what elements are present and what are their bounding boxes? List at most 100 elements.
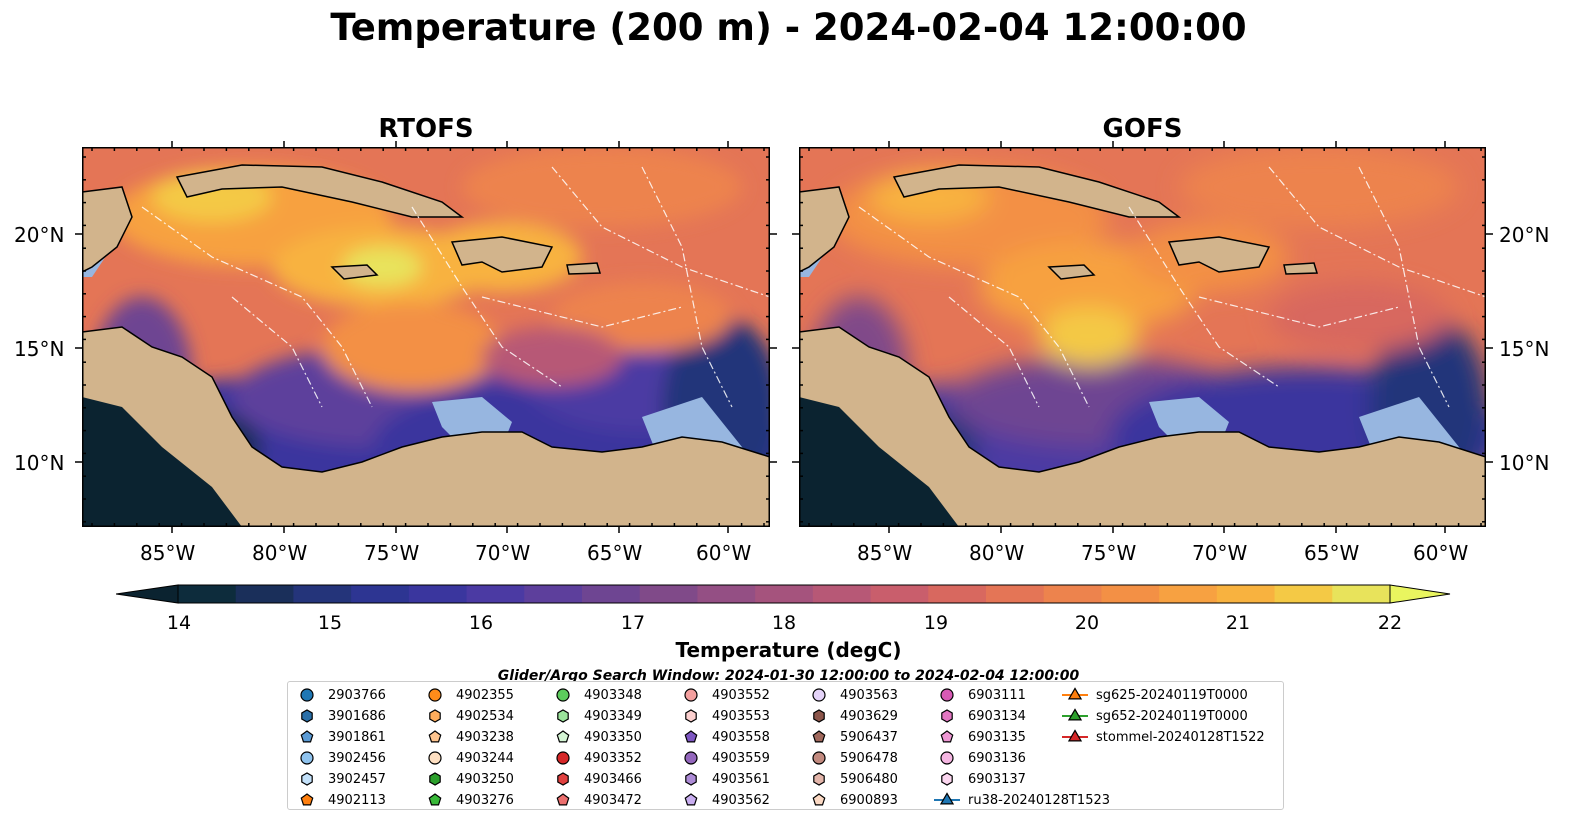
legend-item: 4903561 bbox=[678, 769, 770, 789]
land-hispaniola bbox=[1167, 236, 1271, 273]
legend-label: ru38-20240128T1523 bbox=[968, 792, 1111, 808]
argo-marker-icon bbox=[556, 730, 570, 743]
argo-marker-icon bbox=[940, 688, 954, 702]
legend-item: 6903137 bbox=[934, 769, 1026, 789]
legend-item: 6903136 bbox=[934, 748, 1026, 768]
legend-item: 4903563 bbox=[806, 685, 898, 705]
colorbar-over-arrow bbox=[1389, 584, 1451, 604]
colorbar-segment bbox=[351, 585, 410, 603]
legend-label: 5906478 bbox=[840, 750, 898, 766]
argo-marker-icon bbox=[556, 793, 570, 806]
colorbar-label: Temperature (degC) bbox=[675, 638, 902, 662]
glider-marker-icon bbox=[1062, 729, 1088, 742]
argo-marker-icon bbox=[941, 709, 953, 723]
argo-marker-icon bbox=[812, 730, 826, 743]
legend-label: 4903349 bbox=[584, 708, 642, 724]
argo-marker-icon bbox=[812, 688, 826, 702]
colorbar-segment bbox=[697, 585, 756, 603]
argo-marker-icon bbox=[557, 709, 569, 723]
legend-item: 6903111 bbox=[934, 685, 1026, 705]
map-panel-rtofs bbox=[75, 141, 777, 533]
legend-label: 3901861 bbox=[328, 729, 386, 745]
legend-item: 6903134 bbox=[934, 706, 1026, 726]
colorbar-tick: 21 bbox=[1225, 612, 1251, 634]
glider-marker-icon bbox=[934, 792, 960, 805]
legend-label: 4903552 bbox=[712, 687, 770, 703]
colorbar-segment bbox=[870, 585, 929, 603]
legend: 2903766 3901686 3901861 3902456 3902457 49021… bbox=[287, 681, 1284, 810]
argo-marker-icon bbox=[300, 751, 314, 765]
argo-marker-icon bbox=[684, 793, 698, 806]
lon-label: 80°W bbox=[969, 541, 1025, 565]
land-central-america bbox=[799, 326, 1486, 527]
argo-marker-icon bbox=[813, 709, 825, 723]
colorbar-segment bbox=[812, 585, 872, 603]
colorbar-under-arrow bbox=[116, 584, 179, 604]
colorbar-tick: 14 bbox=[166, 612, 192, 634]
lon-label: 70°W bbox=[475, 541, 531, 565]
legend-item: 4903350 bbox=[550, 727, 642, 747]
lat-label-left: 10°N bbox=[14, 451, 65, 475]
legend-label: 4902534 bbox=[456, 708, 514, 724]
legend-item: 6903135 bbox=[934, 727, 1026, 747]
legend-label: 4903238 bbox=[456, 729, 514, 745]
panel-title-gofs: GOFS bbox=[1102, 114, 1183, 144]
legend-label: 4903276 bbox=[456, 792, 514, 808]
land-jamaica bbox=[330, 264, 379, 280]
legend-label: 6903135 bbox=[968, 729, 1026, 745]
lon-label: 60°W bbox=[696, 541, 752, 565]
legend-item: 4903629 bbox=[806, 706, 898, 726]
argo-marker-icon bbox=[300, 688, 314, 702]
land-yucatan bbox=[82, 186, 133, 273]
argo-marker-icon bbox=[429, 772, 441, 786]
argo-marker-icon bbox=[556, 751, 570, 765]
colorbar-segment bbox=[524, 585, 583, 603]
argo-marker-icon bbox=[940, 730, 954, 743]
argo-marker-icon bbox=[684, 730, 698, 743]
argo-marker-icon bbox=[301, 772, 313, 786]
colorbar-segment bbox=[1216, 585, 1276, 603]
legend-item: 4903244 bbox=[422, 748, 514, 768]
lat-label-left: 15°N bbox=[14, 337, 65, 361]
argo-marker-icon bbox=[428, 793, 442, 806]
legend-label: 4903629 bbox=[840, 708, 898, 724]
legend-item: 5906478 bbox=[806, 748, 898, 768]
colorbar-tick: 22 bbox=[1377, 612, 1403, 634]
colorbar-segment bbox=[1274, 585, 1333, 603]
legend-item: 4903552 bbox=[678, 685, 770, 705]
land-central-america bbox=[82, 326, 770, 527]
legend-item: 2903766 bbox=[294, 685, 386, 705]
legend-item: 4902355 bbox=[422, 685, 514, 705]
glider-marker-icon bbox=[1062, 687, 1088, 700]
legend-item: 4903276 bbox=[422, 790, 514, 810]
legend-label: 5906437 bbox=[840, 729, 898, 745]
legend-item: 4903466 bbox=[550, 769, 642, 789]
argo-marker-icon bbox=[684, 688, 698, 702]
colorbar-tick: 16 bbox=[468, 612, 494, 634]
colorbar-segment bbox=[1043, 585, 1103, 603]
argo-marker-icon bbox=[812, 751, 826, 765]
colorbar-segment bbox=[755, 585, 814, 603]
legend-item: 4902113 bbox=[294, 790, 386, 810]
colorbar-segment bbox=[466, 585, 525, 603]
argo-marker-icon bbox=[813, 772, 825, 786]
figure-title: Temperature (200 m) - 2024-02-04 12:00:0… bbox=[330, 6, 1247, 49]
legend-label: 4903472 bbox=[584, 792, 642, 808]
colorbar-segment bbox=[408, 585, 468, 603]
argo-marker-icon bbox=[941, 772, 953, 786]
argo-marker-icon bbox=[940, 751, 954, 765]
argo-marker-icon bbox=[685, 772, 697, 786]
lat-label-right: 20°N bbox=[1499, 223, 1550, 247]
legend-item: 3901686 bbox=[294, 706, 386, 726]
lat-label-right: 15°N bbox=[1499, 337, 1550, 361]
legend-item: ru38-20240128T1523 bbox=[934, 790, 1110, 810]
lon-label: 85°W bbox=[140, 541, 196, 565]
legend-label: 5906480 bbox=[840, 771, 898, 787]
eez-boundaries bbox=[858, 166, 1486, 408]
colorbar-segment bbox=[639, 585, 699, 603]
colorbar bbox=[116, 584, 1451, 604]
legend-label: 6903134 bbox=[968, 708, 1026, 724]
land-cuba bbox=[892, 164, 1182, 218]
lon-label: 70°W bbox=[1192, 541, 1248, 565]
legend-item: 4903558 bbox=[678, 727, 770, 747]
